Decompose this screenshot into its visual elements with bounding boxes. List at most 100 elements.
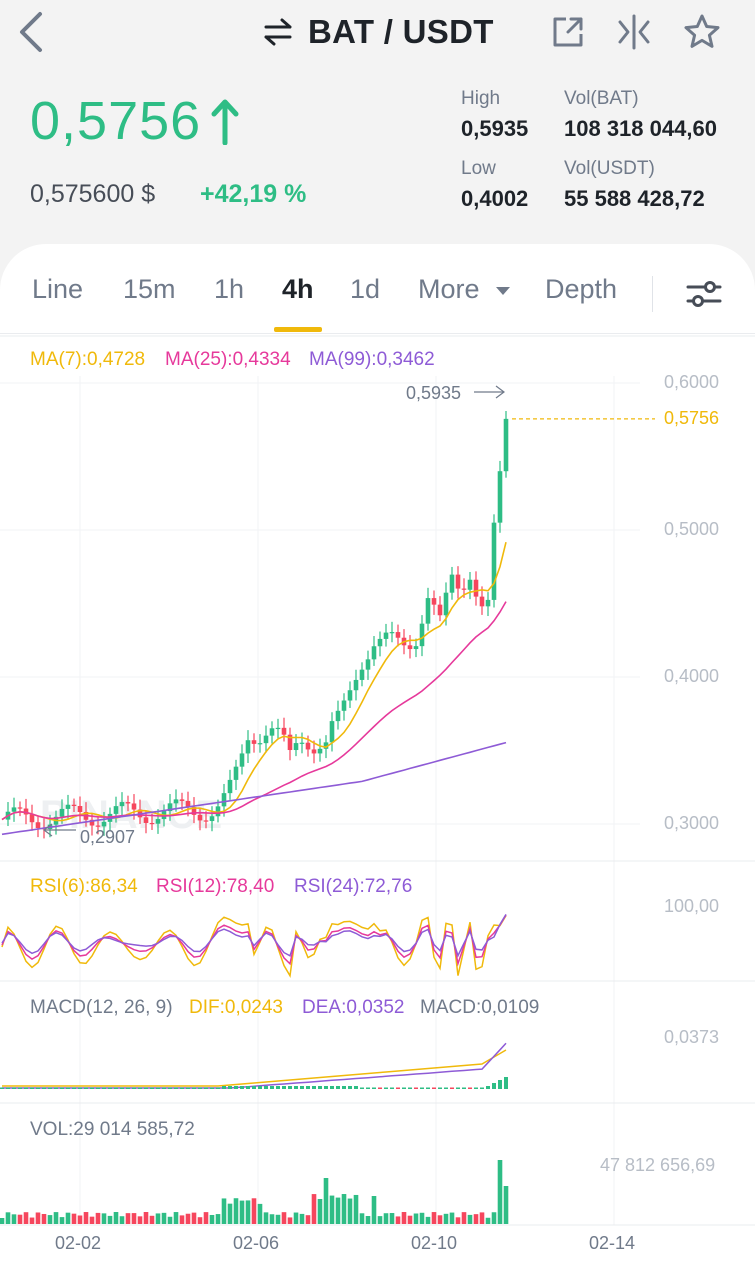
high-marker-arrow [495, 385, 505, 399]
date-axis-tick: 02-06 [233, 1233, 280, 1253]
volume-bar [59, 1217, 65, 1224]
external-link-icon[interactable] [548, 12, 588, 52]
candle-body [173, 799, 179, 804]
candle-body [209, 816, 215, 822]
up-arrow-icon [211, 99, 239, 145]
macd-histogram-bar [306, 1086, 310, 1089]
candle-body [257, 743, 263, 745]
volume-bar [65, 1212, 71, 1224]
rsi24-label: RSI(24):72,76 [294, 876, 413, 897]
macd-histogram-bar [228, 1086, 232, 1089]
top-bar: BAT / USDT [0, 0, 755, 70]
macd-axis-tick: 0,0373 [664, 1027, 720, 1047]
candle-body [341, 700, 347, 711]
macd-histogram-bar [6, 1087, 10, 1089]
volume-bar [431, 1212, 437, 1224]
volume-bar [101, 1213, 107, 1224]
date-axis-tick: 02-14 [589, 1233, 636, 1253]
candle-body [395, 632, 401, 638]
date-axis-tick: 02-10 [411, 1233, 458, 1253]
macd-histogram-bar [504, 1077, 508, 1089]
volume-bar [215, 1214, 221, 1224]
candle-body [191, 807, 197, 815]
tab-4h[interactable]: 4h [282, 274, 314, 304]
candle-body [101, 821, 107, 827]
volume-bar [197, 1217, 203, 1224]
macd-histogram-bar [90, 1087, 94, 1089]
candle-body [413, 646, 419, 650]
volume-bar [383, 1213, 389, 1224]
macd-histogram-bar [456, 1087, 460, 1089]
rsi12-line [1, 914, 507, 967]
candle-body [389, 632, 395, 634]
tab-15m[interactable]: 15m [123, 274, 176, 304]
back-arrow-icon[interactable] [10, 8, 54, 56]
candle-body [359, 669, 365, 680]
macd-histogram-bar [12, 1087, 16, 1089]
macd-histogram-bar [360, 1087, 364, 1089]
star-icon[interactable] [682, 12, 722, 52]
candle-body [455, 574, 461, 589]
macd-histogram-bar [420, 1087, 424, 1089]
vol-base-label: Vol(BAT) [564, 88, 639, 109]
rsi-axis-tick: 100,00 [664, 896, 720, 916]
volume-bar [11, 1214, 17, 1224]
swap-icon [264, 18, 292, 46]
volume-bar [89, 1216, 95, 1224]
macd-histogram-bar [216, 1087, 220, 1089]
rsi12-label: RSI(12):78,40 [156, 876, 275, 897]
volume-bar [287, 1217, 293, 1224]
candle-body [143, 817, 149, 823]
macd-histogram-bar [300, 1086, 304, 1089]
chart-card [0, 244, 755, 1280]
volume-bar [149, 1215, 155, 1224]
macd-histogram-bar [78, 1087, 82, 1089]
volume-bar [293, 1212, 299, 1224]
macd-histogram-bar [318, 1086, 322, 1089]
macd-histogram-bar [192, 1087, 196, 1089]
volume-bar [41, 1213, 47, 1224]
volume-bar [437, 1215, 443, 1224]
candle-body [425, 598, 431, 624]
tab-1d[interactable]: 1d [350, 274, 381, 304]
volume-bar [365, 1216, 371, 1224]
ma25-label: MA(25):0,4334 [165, 349, 291, 370]
volume-bar [275, 1214, 281, 1224]
macd-histogram-bar [126, 1087, 130, 1089]
macd-histogram-bar [348, 1086, 352, 1089]
tab-line[interactable]: Line [32, 274, 84, 304]
volume-bar [299, 1213, 305, 1224]
vol-quote-value: 55 588 428,72 [564, 186, 705, 211]
volume-bar [35, 1212, 41, 1224]
macd-histogram-bar [234, 1086, 238, 1089]
volume-bar [329, 1195, 335, 1224]
macd-histogram-bar [462, 1087, 466, 1089]
macd-histogram-bar [294, 1086, 298, 1089]
volume-bar [323, 1178, 329, 1224]
volume-bar [209, 1214, 215, 1224]
macd-histogram-bar [48, 1087, 52, 1089]
tab-depth[interactable]: Depth [545, 274, 618, 304]
candle-body [71, 804, 77, 807]
volume-bar [0, 1218, 5, 1224]
chart-settings-icon[interactable] [684, 274, 724, 314]
macd-histogram-bar [204, 1087, 208, 1089]
candle-body [215, 806, 221, 817]
candle-body [29, 814, 35, 823]
volume-bar [5, 1212, 11, 1224]
macd-histogram-bar [444, 1087, 448, 1089]
tab-more[interactable]: More [418, 274, 511, 305]
macd-histogram-bar [174, 1087, 178, 1089]
macd-histogram-bar [402, 1087, 406, 1089]
macd-histogram-bar [258, 1086, 262, 1089]
macd-histogram-bar [480, 1087, 484, 1089]
macd-histogram-bar [84, 1087, 88, 1089]
candle-body [371, 646, 377, 660]
pair-selector[interactable]: BAT / USDT [262, 12, 494, 52]
tab-1h[interactable]: 1h [214, 274, 245, 304]
rsi24-line [1, 914, 507, 958]
compare-icon[interactable] [614, 12, 654, 52]
volume-bar [53, 1212, 59, 1224]
